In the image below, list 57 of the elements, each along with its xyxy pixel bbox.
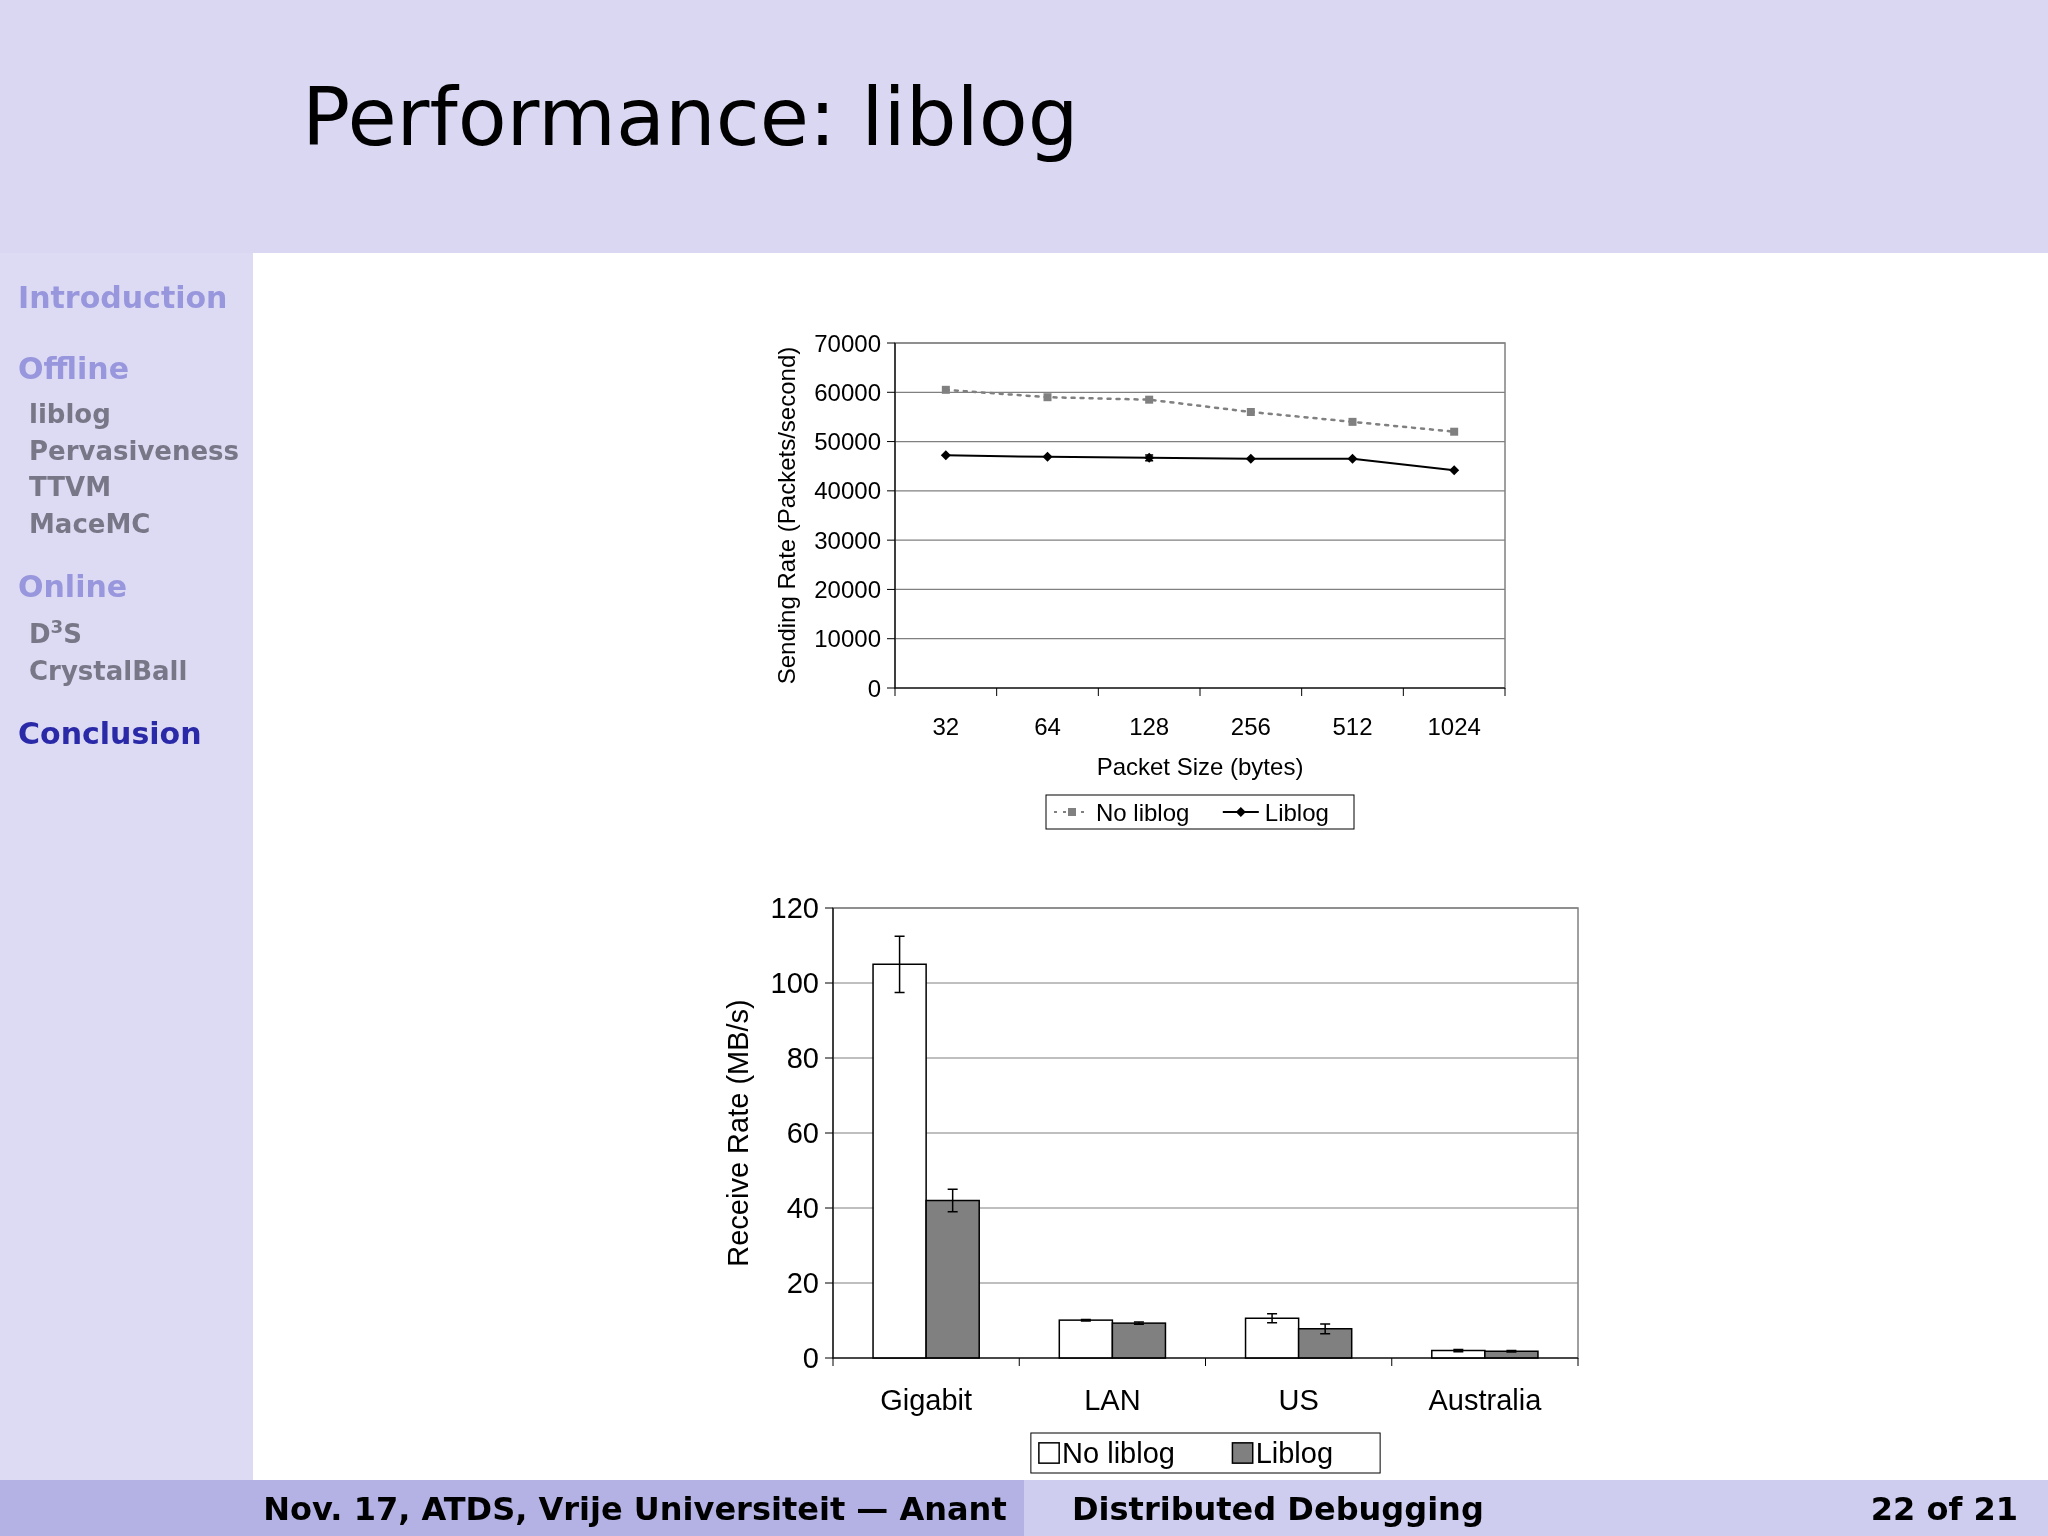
- y-tick-label: 40000: [814, 477, 881, 505]
- point: [940, 450, 951, 461]
- x-tick-label: US: [1278, 1384, 1319, 1416]
- text: liblog: [29, 399, 111, 429]
- text: Pervasiveness: [29, 436, 240, 466]
- y-tick-label: 100: [770, 967, 819, 1000]
- text: Nov. 17, ATDS, Vrije Universiteit — Anant: [263, 1490, 1007, 1528]
- point: [1245, 453, 1256, 464]
- y-axis-title: Receive Rate (MB/s): [722, 999, 754, 1267]
- point: [941, 385, 950, 394]
- x-tick-label: 64: [1034, 713, 1061, 740]
- y-tick-label: 120: [770, 892, 819, 925]
- text: Offline: [18, 351, 129, 386]
- y-tick-label: 10000: [814, 625, 881, 653]
- text: Introduction: [18, 280, 228, 315]
- legend-label: Liblog: [1264, 798, 1329, 826]
- y-tick-label: 0: [867, 674, 881, 702]
- x-tick-label: 128: [1129, 713, 1170, 740]
- y-tick-label: 20000: [814, 576, 881, 604]
- text: CrystalBall: [29, 656, 188, 686]
- x-tick-label: Gigabit: [880, 1384, 973, 1416]
- text: Online: [18, 569, 128, 604]
- point: [1449, 465, 1460, 476]
- text: D$^{3}$S: [29, 615, 82, 649]
- point: [1043, 393, 1052, 402]
- x-tick-label: 1024: [1427, 713, 1481, 740]
- y-tick-label: 50000: [814, 428, 881, 456]
- text: 22 of 21: [1870, 1490, 2018, 1528]
- legend-label: No liblog: [1096, 798, 1190, 826]
- x-axis-title: Packet Size (bytes): [1096, 753, 1304, 780]
- point: [1348, 417, 1357, 426]
- point: [1347, 453, 1358, 464]
- y-tick-label: 30000: [814, 526, 881, 554]
- x-tick-label: LAN: [1084, 1384, 1141, 1416]
- y-tick-label: 60000: [814, 378, 881, 406]
- text: Distributed Debugging: [1072, 1490, 1484, 1528]
- x-tick-label: Australia: [1428, 1384, 1543, 1416]
- x-tick-label: 32: [932, 713, 960, 740]
- y-tick-label: 20: [786, 1267, 819, 1300]
- point: [1145, 395, 1154, 404]
- text: MaceMC: [29, 509, 151, 539]
- legend-label: Liblog: [1255, 1437, 1334, 1470]
- text: TTVM: [29, 472, 112, 502]
- point: [1450, 427, 1459, 436]
- y-tick-label: 60: [786, 1117, 819, 1150]
- y-tick-label: 40: [786, 1192, 819, 1225]
- point: [1246, 408, 1255, 416]
- x-tick-label: 512: [1332, 713, 1373, 740]
- text: Conclusion: [18, 716, 202, 751]
- legend-label: No liblog: [1062, 1437, 1175, 1470]
- y-tick-label: 0: [802, 1342, 819, 1375]
- y-tick-label: 80: [786, 1042, 819, 1075]
- chart-title: Performance: liblog: [302, 71, 1079, 164]
- point: [1042, 451, 1053, 462]
- y-tick-label: 70000: [814, 329, 881, 357]
- y-axis-title: Sending Rate (Packets/second): [773, 346, 800, 685]
- x-tick-label: 256: [1230, 713, 1271, 740]
